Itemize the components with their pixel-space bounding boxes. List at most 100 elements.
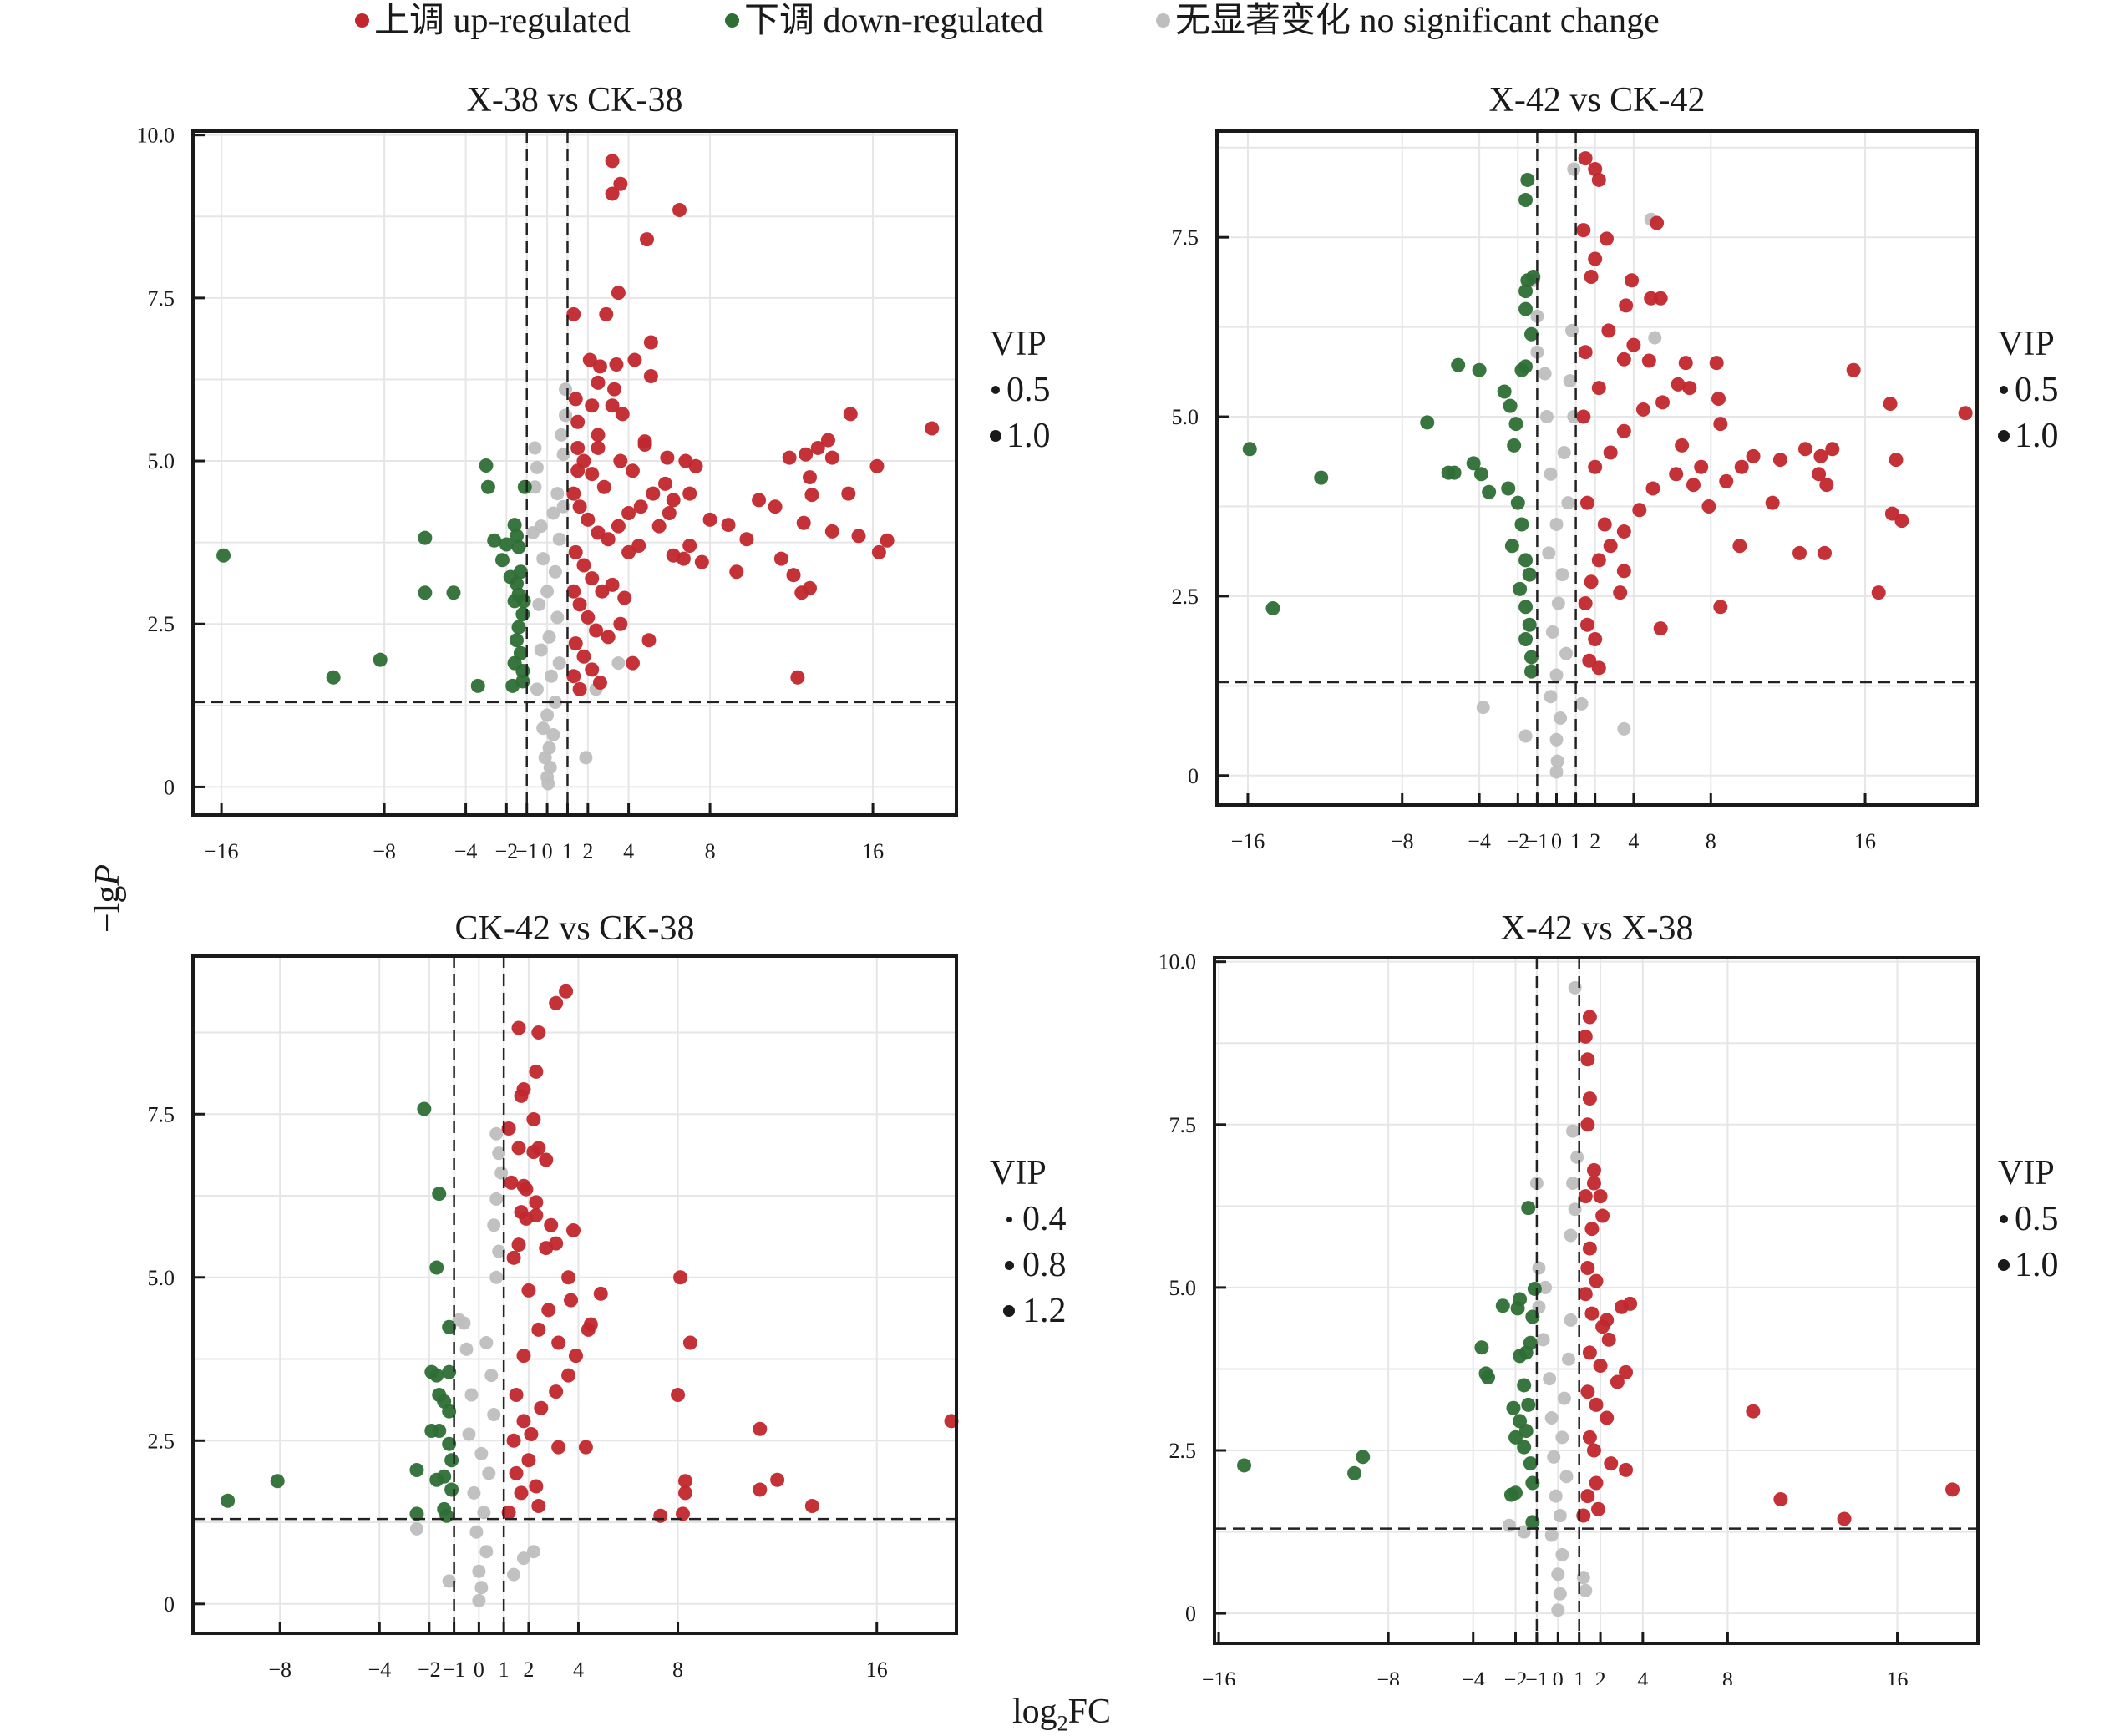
up-regulated-point (1623, 1296, 1638, 1311)
no-change-point (552, 532, 566, 546)
down-regulated-point (437, 1469, 452, 1484)
no-change-point (1555, 568, 1569, 582)
down-regulated-point (1518, 1424, 1534, 1439)
down-regulated-point (418, 530, 433, 545)
x-tick-label: 2 (1595, 1668, 1606, 1685)
no-change-point (1544, 690, 1558, 704)
up-regulated-point (541, 1303, 556, 1318)
up-regulated-point (673, 1270, 688, 1285)
no-change-point (474, 1446, 489, 1460)
no-change-point (442, 1574, 456, 1588)
down-regulated-point (418, 585, 433, 600)
up-regulated-point (551, 1335, 566, 1350)
no-change-point (542, 630, 556, 644)
up-regulated-point (625, 655, 640, 671)
vip-size-marker-icon (1998, 430, 2010, 443)
down-regulated-point (1514, 517, 1529, 532)
up-regulated-point (643, 335, 658, 350)
no-change-point (530, 682, 544, 696)
down-regulated-point (494, 553, 510, 568)
up-regulated-point (1678, 356, 1693, 371)
up-regulated-point (1580, 1384, 1595, 1399)
down-regulated-point (432, 1424, 447, 1439)
up-regulated-point (506, 1250, 521, 1265)
y-tick-label: 0 (164, 775, 175, 799)
up-regulated-point (672, 202, 687, 217)
down-regulated-point (510, 529, 525, 544)
up-regulated-point (810, 440, 825, 455)
down-regulated-point (1508, 1485, 1523, 1501)
no-change-point (1544, 467, 1558, 481)
no-change-point (472, 1564, 486, 1578)
up-regulated-point (1603, 445, 1618, 460)
down-regulated-point (499, 537, 514, 552)
up-regulated-point (1586, 1176, 1601, 1191)
x-tick-label: −2 (1506, 829, 1529, 853)
up-regulated-point (566, 584, 581, 599)
vip-legend-value: 0.8 (1022, 1246, 1067, 1284)
up-regulated-point (1819, 478, 1834, 493)
no-change-point (489, 1126, 504, 1141)
up-regulated-point (851, 529, 866, 544)
up-regulated-point (1582, 1010, 1597, 1025)
down-regulated-point (507, 518, 522, 533)
no-change-point (559, 382, 573, 397)
x-axis-label: log2FC (1012, 1692, 1111, 1736)
up-regulated-point (521, 1283, 536, 1298)
up-regulated-point (677, 1474, 692, 1489)
down-regulated-point (1447, 465, 1462, 480)
no-change-point (1559, 646, 1574, 660)
no-change-point (1532, 1300, 1546, 1314)
vip-legend-2: VIP 0.5 1.0 (1998, 321, 2059, 459)
no-change-point (479, 1335, 494, 1349)
down-regulated-point (1518, 600, 1534, 615)
down-regulated-point (216, 548, 231, 563)
down-regulated-point (1522, 617, 1537, 632)
vip-legend-title: VIP (1998, 325, 2055, 363)
vip-legend-value: 0.5 (2015, 371, 2059, 409)
up-regulated-point (625, 463, 640, 478)
threshold-lines (193, 131, 956, 815)
up-regulated-point (1584, 269, 1599, 284)
up-regulated-point (1711, 392, 1726, 407)
down-regulated-point (446, 585, 461, 600)
no-change-point (1553, 1587, 1567, 1601)
no-change-point (1557, 446, 1571, 460)
up-regulated-point (682, 486, 697, 501)
top-legend: 上调 up-regulated 下调 down-regulated 无显著变化 … (0, 0, 2104, 42)
x-tick-label: 8 (705, 839, 716, 860)
up-regulated-point (1582, 1345, 1597, 1360)
y-axis-label-prefix: −lg (89, 885, 128, 934)
up-regulated-point (1600, 1410, 1615, 1425)
up-regulated-point (1818, 545, 1833, 560)
up-regulated-point (1584, 1306, 1600, 1321)
x-tick-label: −16 (1231, 829, 1265, 853)
up-regulated-point (643, 369, 658, 384)
up-regulated-point (1591, 1501, 1606, 1516)
up-regulated-point (1593, 1189, 1608, 1204)
up-regulated-point (1846, 362, 1861, 377)
up-regulated-point (1792, 545, 1807, 560)
no-change-point (1547, 1450, 1561, 1464)
up-regulated-point (1655, 395, 1671, 410)
down-regulated-point (429, 1260, 444, 1275)
up-regulated-point (591, 375, 606, 390)
x-tick-label: 1 (1570, 829, 1581, 853)
up-regulated-point (617, 590, 632, 605)
no-change-point (1648, 331, 1662, 345)
no-change-point (516, 1551, 530, 1566)
up-regulated-point (539, 1241, 554, 1256)
down-regulated-point (1518, 359, 1534, 374)
up-regulated-point (721, 518, 736, 533)
no-change-point (1539, 1280, 1553, 1294)
y-axis: 0 2.5 5.0 7.5 10.0 (1158, 950, 1226, 1626)
up-regulated-point (509, 1388, 524, 1403)
up-regulated-point (534, 1400, 549, 1415)
up-regulated-point (1958, 406, 1973, 421)
no-change-point (492, 1244, 506, 1258)
x-axis: −16 −8 −4 −2−1 0 1 2 4 8 16 (1231, 793, 1876, 853)
legend-item-up: 上调 up-regulated (355, 2, 631, 40)
up-regulated-point (1825, 442, 1840, 457)
up-regulated-point (1595, 1319, 1610, 1334)
